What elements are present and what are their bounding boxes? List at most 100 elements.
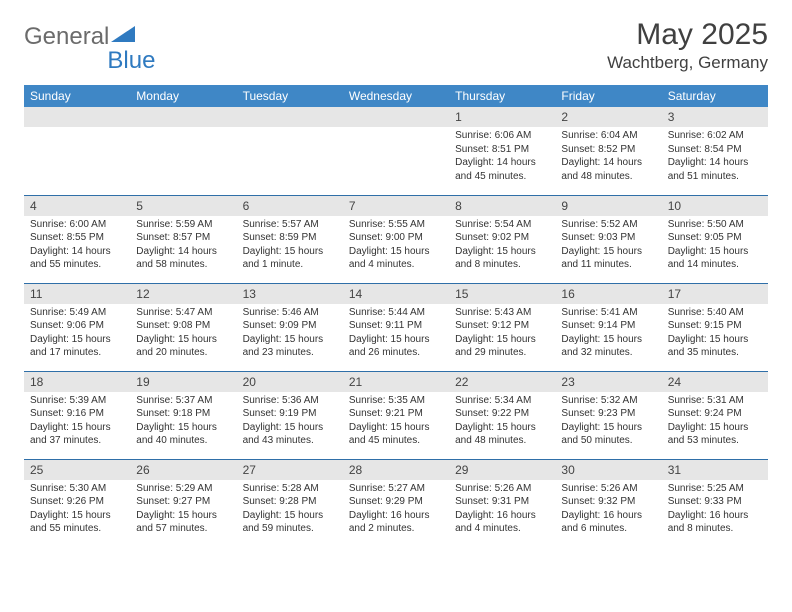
calendar-table: SundayMondayTuesdayWednesdayThursdayFrid…	[24, 85, 768, 547]
daylight-line: Daylight: 15 hours and 32 minutes.	[561, 333, 655, 360]
sunrise-line: Sunrise: 5:52 AM	[561, 218, 655, 232]
day-number	[237, 107, 343, 127]
sunrise-line: Sunrise: 5:41 AM	[561, 306, 655, 320]
sunset-line: Sunset: 9:11 PM	[349, 319, 443, 333]
day-number: 22	[449, 372, 555, 392]
day-body: Sunrise: 5:26 AMSunset: 9:32 PMDaylight:…	[555, 480, 661, 540]
calendar-cell: 31Sunrise: 5:25 AMSunset: 9:33 PMDayligh…	[662, 459, 768, 547]
calendar-cell: 12Sunrise: 5:47 AMSunset: 9:08 PMDayligh…	[130, 283, 236, 371]
sunrise-line: Sunrise: 5:43 AM	[455, 306, 549, 320]
day-body: Sunrise: 6:02 AMSunset: 8:54 PMDaylight:…	[662, 127, 768, 187]
sunset-line: Sunset: 9:28 PM	[243, 495, 337, 509]
sunrise-line: Sunrise: 5:46 AM	[243, 306, 337, 320]
day-number: 21	[343, 372, 449, 392]
day-number: 11	[24, 284, 130, 304]
sunset-line: Sunset: 9:23 PM	[561, 407, 655, 421]
day-number: 1	[449, 107, 555, 127]
calendar-cell: 23Sunrise: 5:32 AMSunset: 9:23 PMDayligh…	[555, 371, 661, 459]
day-body: Sunrise: 5:55 AMSunset: 9:00 PMDaylight:…	[343, 216, 449, 276]
logo-text-blue: Blue	[107, 47, 155, 74]
calendar-cell: 15Sunrise: 5:43 AMSunset: 9:12 PMDayligh…	[449, 283, 555, 371]
day-body: Sunrise: 5:30 AMSunset: 9:26 PMDaylight:…	[24, 480, 130, 540]
sunset-line: Sunset: 8:54 PM	[668, 143, 762, 157]
calendar-cell	[343, 107, 449, 195]
daylight-line: Daylight: 16 hours and 4 minutes.	[455, 509, 549, 536]
daylight-line: Daylight: 15 hours and 57 minutes.	[136, 509, 230, 536]
day-number: 29	[449, 460, 555, 480]
daylight-line: Daylight: 15 hours and 35 minutes.	[668, 333, 762, 360]
calendar-week-row: 1Sunrise: 6:06 AMSunset: 8:51 PMDaylight…	[24, 107, 768, 195]
day-body: Sunrise: 5:35 AMSunset: 9:21 PMDaylight:…	[343, 392, 449, 452]
daylight-line: Daylight: 15 hours and 8 minutes.	[455, 245, 549, 272]
calendar-cell: 16Sunrise: 5:41 AMSunset: 9:14 PMDayligh…	[555, 283, 661, 371]
daylight-line: Daylight: 15 hours and 29 minutes.	[455, 333, 549, 360]
day-body: Sunrise: 5:32 AMSunset: 9:23 PMDaylight:…	[555, 392, 661, 452]
day-number: 26	[130, 460, 236, 480]
sunset-line: Sunset: 9:08 PM	[136, 319, 230, 333]
sunset-line: Sunset: 9:15 PM	[668, 319, 762, 333]
daylight-line: Daylight: 15 hours and 20 minutes.	[136, 333, 230, 360]
daylight-line: Daylight: 14 hours and 58 minutes.	[136, 245, 230, 272]
header: General . Blue May 2025 Wachtberg, Germa…	[24, 18, 768, 73]
sunset-line: Sunset: 9:06 PM	[30, 319, 124, 333]
sunset-line: Sunset: 9:24 PM	[668, 407, 762, 421]
sunset-line: Sunset: 9:29 PM	[349, 495, 443, 509]
sunrise-line: Sunrise: 5:26 AM	[561, 482, 655, 496]
calendar-cell: 10Sunrise: 5:50 AMSunset: 9:05 PMDayligh…	[662, 195, 768, 283]
weekday-row: SundayMondayTuesdayWednesdayThursdayFrid…	[24, 85, 768, 107]
daylight-line: Daylight: 15 hours and 26 minutes.	[349, 333, 443, 360]
calendar-cell: 14Sunrise: 5:44 AMSunset: 9:11 PMDayligh…	[343, 283, 449, 371]
sunrise-line: Sunrise: 5:39 AM	[30, 394, 124, 408]
logo-text-wrap: General .	[24, 25, 109, 73]
calendar-week-row: 11Sunrise: 5:49 AMSunset: 9:06 PMDayligh…	[24, 283, 768, 371]
sunset-line: Sunset: 9:00 PM	[349, 231, 443, 245]
day-body: Sunrise: 5:52 AMSunset: 9:03 PMDaylight:…	[555, 216, 661, 276]
daylight-line: Daylight: 15 hours and 55 minutes.	[30, 509, 124, 536]
sunset-line: Sunset: 9:26 PM	[30, 495, 124, 509]
sunrise-line: Sunrise: 5:44 AM	[349, 306, 443, 320]
day-body: Sunrise: 6:06 AMSunset: 8:51 PMDaylight:…	[449, 127, 555, 187]
daylight-line: Daylight: 15 hours and 23 minutes.	[243, 333, 337, 360]
sunrise-line: Sunrise: 5:54 AM	[455, 218, 549, 232]
calendar-cell: 26Sunrise: 5:29 AMSunset: 9:27 PMDayligh…	[130, 459, 236, 547]
day-body: Sunrise: 5:29 AMSunset: 9:27 PMDaylight:…	[130, 480, 236, 540]
sunrise-line: Sunrise: 5:55 AM	[349, 218, 443, 232]
day-number: 15	[449, 284, 555, 304]
day-body: Sunrise: 5:31 AMSunset: 9:24 PMDaylight:…	[662, 392, 768, 452]
daylight-line: Daylight: 16 hours and 8 minutes.	[668, 509, 762, 536]
day-number: 12	[130, 284, 236, 304]
calendar-cell: 4Sunrise: 6:00 AMSunset: 8:55 PMDaylight…	[24, 195, 130, 283]
sunrise-line: Sunrise: 6:00 AM	[30, 218, 124, 232]
weekday-header: Saturday	[662, 85, 768, 107]
day-number: 30	[555, 460, 661, 480]
sunset-line: Sunset: 9:09 PM	[243, 319, 337, 333]
day-number: 3	[662, 107, 768, 127]
calendar-cell: 11Sunrise: 5:49 AMSunset: 9:06 PMDayligh…	[24, 283, 130, 371]
sunrise-line: Sunrise: 5:50 AM	[668, 218, 762, 232]
day-body: Sunrise: 5:34 AMSunset: 9:22 PMDaylight:…	[449, 392, 555, 452]
day-body: Sunrise: 6:00 AMSunset: 8:55 PMDaylight:…	[24, 216, 130, 276]
day-body: Sunrise: 6:04 AMSunset: 8:52 PMDaylight:…	[555, 127, 661, 187]
calendar-cell: 18Sunrise: 5:39 AMSunset: 9:16 PMDayligh…	[24, 371, 130, 459]
day-number: 8	[449, 196, 555, 216]
sunrise-line: Sunrise: 5:30 AM	[30, 482, 124, 496]
sunset-line: Sunset: 9:27 PM	[136, 495, 230, 509]
calendar-cell: 9Sunrise: 5:52 AMSunset: 9:03 PMDaylight…	[555, 195, 661, 283]
day-number: 25	[24, 460, 130, 480]
daylight-line: Daylight: 15 hours and 53 minutes.	[668, 421, 762, 448]
daylight-line: Daylight: 15 hours and 1 minute.	[243, 245, 337, 272]
logo-right: Blue	[107, 24, 155, 73]
sunset-line: Sunset: 9:16 PM	[30, 407, 124, 421]
calendar-week-row: 4Sunrise: 6:00 AMSunset: 8:55 PMDaylight…	[24, 195, 768, 283]
sunrise-line: Sunrise: 5:37 AM	[136, 394, 230, 408]
daylight-line: Daylight: 15 hours and 11 minutes.	[561, 245, 655, 272]
sunset-line: Sunset: 9:19 PM	[243, 407, 337, 421]
calendar-cell: 24Sunrise: 5:31 AMSunset: 9:24 PMDayligh…	[662, 371, 768, 459]
day-number: 19	[130, 372, 236, 392]
calendar-body: 1Sunrise: 6:06 AMSunset: 8:51 PMDaylight…	[24, 107, 768, 547]
sunset-line: Sunset: 8:51 PM	[455, 143, 549, 157]
calendar-cell: 20Sunrise: 5:36 AMSunset: 9:19 PMDayligh…	[237, 371, 343, 459]
weekday-header: Sunday	[24, 85, 130, 107]
day-body: Sunrise: 5:59 AMSunset: 8:57 PMDaylight:…	[130, 216, 236, 276]
day-body: Sunrise: 5:49 AMSunset: 9:06 PMDaylight:…	[24, 304, 130, 364]
